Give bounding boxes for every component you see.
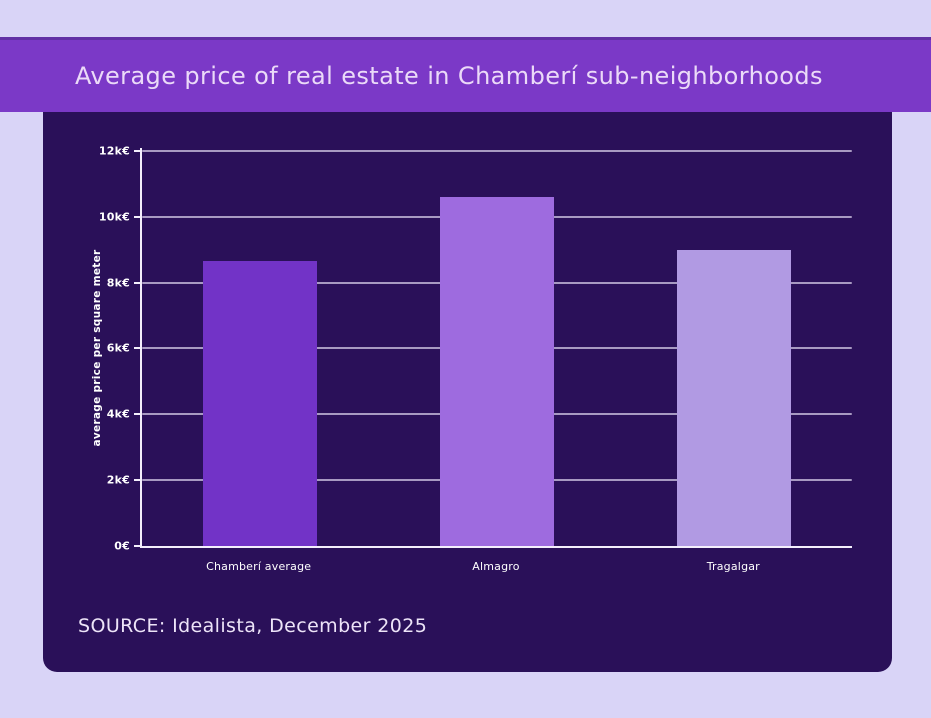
y-tick-mark: [134, 347, 140, 350]
y-tick-label: 6k€: [106, 341, 130, 355]
bar-almagro: [440, 197, 554, 546]
x-axis-label: Chamberí average: [206, 560, 312, 573]
chart-panel: average price per square meter 0€ 2k€ 4k€ 6…: [43, 112, 892, 672]
bar-slot: [142, 148, 379, 546]
bar-tragalgar: [676, 249, 791, 546]
y-tick-label: 8k€: [106, 276, 130, 290]
y-tick-mark: [134, 479, 140, 482]
bar-chamber-average: [203, 261, 318, 546]
bar-slot: [615, 148, 852, 546]
y-tick-label: 2k€: [106, 473, 130, 487]
title-banner: Average price of real estate in Chamberí…: [0, 37, 931, 112]
y-tick-mark: [134, 413, 140, 416]
bars-layer: [142, 148, 852, 546]
x-axis-label: Tragalgar: [706, 560, 760, 573]
y-tick-label: 10k€: [98, 210, 130, 224]
x-axis-labels: Chamberí average Almagro Tragalgar: [140, 560, 852, 573]
bar-slot: [379, 148, 616, 546]
y-tick-mark: [134, 281, 140, 284]
y-tick-label: 4k€: [106, 407, 130, 421]
y-tick-mark: [134, 215, 140, 218]
x-axis-label: Almagro: [472, 560, 520, 573]
y-tick-label: 12k€: [98, 144, 130, 158]
source-caption: SOURCE: Idealista, December 2025: [78, 615, 428, 637]
y-axis-title: average price per square meter: [91, 249, 103, 447]
plot-area: 0€ 2k€ 4k€ 6k€ 8k€ 10k€ 12k€: [99, 144, 852, 553]
gridline: [142, 149, 852, 152]
y-tick-mark: [134, 149, 140, 152]
y-tick-mark: [134, 545, 140, 547]
y-tick-label: 0€: [114, 539, 130, 553]
chart-title: Average price of real estate in Chamberí…: [75, 62, 823, 90]
